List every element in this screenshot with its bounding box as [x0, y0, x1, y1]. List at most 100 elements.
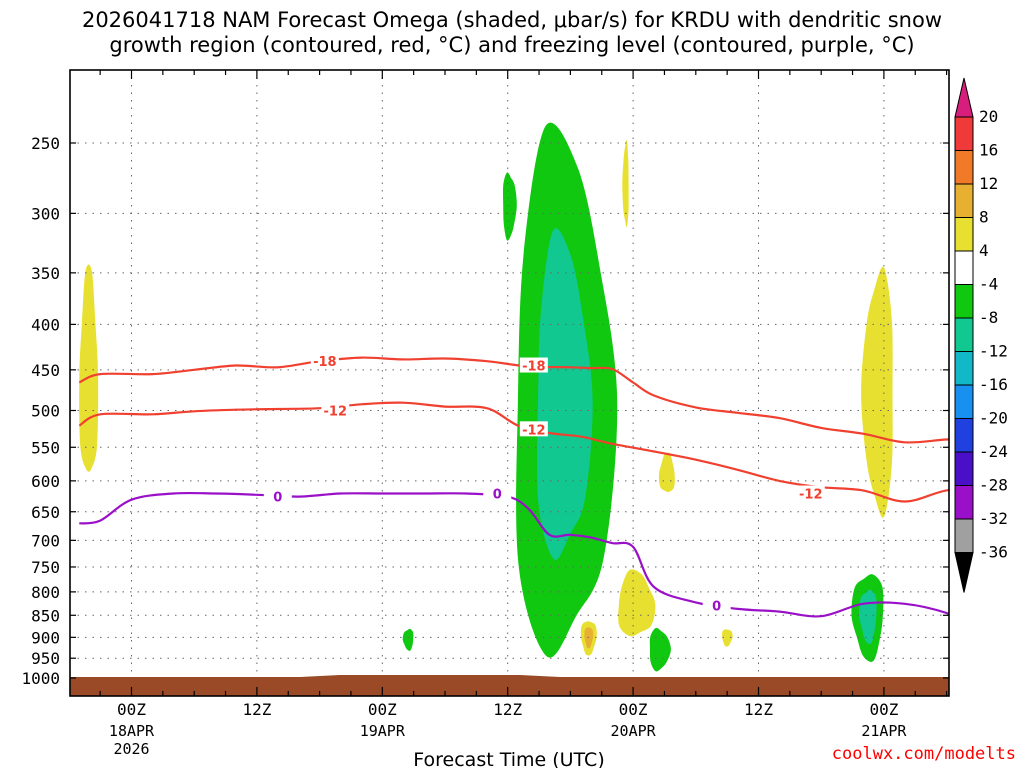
- chart-title: 2026041718 NAM Forecast Omega (shaded, μ…: [0, 8, 1024, 58]
- contour-label-bg-2-1: [483, 485, 512, 501]
- contour-label-2-0: 0: [273, 491, 282, 506]
- x-tick-label-mid-0: 18APR: [109, 722, 155, 740]
- contour-line-2: [79, 491, 949, 618]
- colorbar-label-12: -32: [979, 509, 1008, 528]
- y-tick-label-1000: 1000: [21, 669, 60, 688]
- colorbar-label-2: 12: [979, 174, 998, 193]
- y-tick-label-800: 800: [31, 583, 60, 602]
- x-tick-label-top-3: 12Z: [493, 700, 522, 719]
- contour-label-bg-0-0: [310, 353, 339, 369]
- x-tick-label-top-4: 00Z: [619, 700, 648, 719]
- omega-region-7: [618, 569, 656, 637]
- x-tick-label-mid-6: 21APR: [861, 722, 907, 740]
- x-tick-label-top-2: 00Z: [368, 700, 397, 719]
- colorbar-swatch-11: [954, 451, 974, 486]
- contour-label-bg-1-2: [796, 485, 825, 501]
- colorbar-label-13: -36: [979, 543, 1008, 562]
- y-axis: 250 300 350 400 450 500 550 600 650 700 750 800 850 9…: [21, 134, 949, 688]
- omega-region-5: [622, 140, 629, 228]
- colorbar-swatch-5: [954, 250, 974, 285]
- y-tick-label-250: 250: [31, 134, 60, 153]
- colorbar-label-9: -20: [979, 409, 1008, 428]
- colorbar-label-6: -8: [979, 308, 998, 327]
- colorbar-swatch-2: [954, 150, 974, 185]
- omega-region-9: [722, 629, 733, 647]
- y-tick-label-350: 350: [31, 264, 60, 283]
- omega-region-0: [79, 264, 99, 472]
- ground-fill: [70, 675, 949, 696]
- colorbar: 20 16 12 8 4 -4 -8 -12 -16 -20 -24 -28 -32 -36: [954, 77, 1008, 593]
- contour-label-2-1: 0: [493, 488, 502, 503]
- ground-layer: [70, 675, 949, 696]
- contour-line-0: [78, 356, 949, 444]
- y-tick-label-650: 650: [31, 503, 60, 522]
- omega-region-8: [649, 627, 671, 672]
- contour-label-bg-1-0: [321, 402, 350, 418]
- colorbar-swatch-1: [954, 116, 974, 151]
- colorbar-label-10: -24: [979, 442, 1008, 461]
- contour-label-2-2: 0: [712, 600, 721, 615]
- colorbar-label-11: -28: [979, 476, 1008, 495]
- colorbar-label-4: 4: [979, 241, 989, 260]
- y-tick-label-850: 850: [31, 606, 60, 625]
- colorbar-label-5: -4: [979, 275, 998, 294]
- x-tick-label-mid-4: 20APR: [611, 722, 657, 740]
- colorbar-swatch-7: [954, 317, 974, 352]
- contour-label-bg-2-2: [702, 597, 731, 613]
- contour-label-0-0: -18: [313, 355, 337, 370]
- contour-label-1-2: -12: [799, 488, 823, 503]
- x-axis-title: Forecast Time (UTC): [413, 749, 604, 768]
- colorbar-label-3: 8: [979, 208, 989, 227]
- x-tick-label-top-1: 12Z: [242, 700, 271, 719]
- y-tick-label-950: 950: [31, 649, 60, 668]
- omega-shading: [79, 122, 893, 672]
- contour-label-bg-0-1: [519, 357, 548, 373]
- colorbar-swatch-6: [954, 284, 974, 319]
- contour-label-1-0: -12: [324, 405, 348, 420]
- colorbar-label-8: -16: [979, 375, 1008, 394]
- y-tick-label-450: 450: [31, 361, 60, 380]
- y-tick-label-400: 400: [31, 315, 60, 334]
- contour-label-bg-1-1: [519, 421, 548, 437]
- omega-region-2: [502, 172, 517, 241]
- chart-title-line1: 2026041718 NAM Forecast Omega (shaded, μ…: [81, 8, 943, 32]
- x-tick-label-top-0: 00Z: [117, 700, 146, 719]
- colorbar-swatch-10: [954, 418, 974, 453]
- plot-frame: [69, 69, 950, 697]
- y-tick-label-900: 900: [31, 628, 60, 647]
- chart-title-line2: growth region (contoured, red, °C) and f…: [109, 33, 915, 57]
- y-tick-label-300: 300: [31, 204, 60, 223]
- colorbar-swatch-4: [954, 217, 974, 252]
- omega-core-1: [537, 228, 593, 560]
- contour-label-1-1: -12: [522, 423, 546, 438]
- colorbar-swatch-12: [954, 485, 974, 520]
- colorbar-swatch-9: [954, 384, 974, 419]
- y-tick-label-750: 750: [31, 558, 60, 577]
- x-tick-label-top-5: 12Z: [744, 700, 773, 719]
- colorbar-top-arrow: [954, 77, 974, 118]
- colorbar-label-0: 20: [979, 107, 998, 126]
- x-tick-label-top-6: 00Z: [869, 700, 898, 719]
- contour-label-0-1: -18: [522, 360, 546, 375]
- colorbar-label-7: -12: [979, 342, 1008, 361]
- omega-region-11: [861, 266, 893, 518]
- x-tick-label-mid-2: 19APR: [360, 722, 406, 740]
- omega-region-4: [402, 628, 414, 651]
- contour-label-bg-2-0: [263, 488, 292, 504]
- colorbar-label-1: 16: [979, 141, 998, 160]
- y-tick-label-600: 600: [31, 472, 60, 491]
- y-tick-label-700: 700: [31, 531, 60, 550]
- colorbar-swatch-8: [954, 351, 974, 386]
- y-tick-label-500: 500: [31, 402, 60, 421]
- x-tick-label-bot-0: 2026: [113, 740, 149, 758]
- contour-layer: -18 -18 -12 -12 -12 0 0 0: [78, 353, 949, 618]
- y-tick-label-550: 550: [31, 438, 60, 457]
- credit-text: coolwx.com/modelts: [832, 744, 1016, 764]
- colorbar-swatch-13: [954, 518, 974, 553]
- omega-region-6: [658, 452, 675, 493]
- colorbar-bottom-arrow: [954, 552, 974, 593]
- plot-area: [70, 70, 949, 696]
- colorbar-swatch-3: [954, 183, 974, 218]
